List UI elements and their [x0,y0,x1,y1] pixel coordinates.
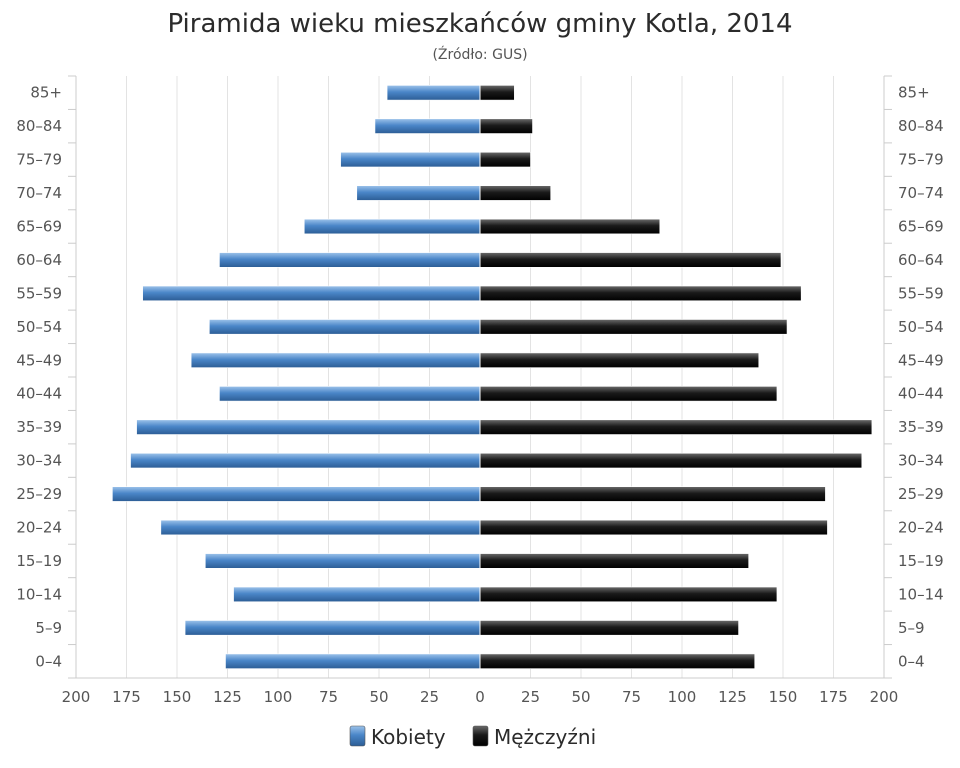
category-label-left: 30–34 [16,452,62,470]
category-label-left: 25–29 [16,485,62,503]
x-tick-label: 125 [718,688,747,706]
legend-swatch [349,725,366,747]
category-label-right: 15–19 [898,552,944,570]
bar-kobiety [225,653,481,669]
x-tick-label: 100 [668,688,697,706]
bar-kobiety [219,386,481,402]
x-tick-label: 200 [62,688,91,706]
category-label-right: 85+ [898,84,930,102]
bar-mezczyzni [479,620,739,636]
category-label-right: 40–44 [898,385,944,403]
x-tick-label: 175 [112,688,141,706]
bar-kobiety [160,519,481,536]
x-tick-label: 150 [769,688,798,706]
category-label-right: 80–84 [898,117,944,135]
category-label-left: 55–59 [16,284,62,302]
legend-label: Kobiety [371,725,446,749]
bar-mezczyzni [479,252,782,268]
category-label-left: 75–79 [16,151,62,169]
bar-kobiety [112,486,481,502]
category-label-right: 35–39 [898,418,944,436]
bar-mezczyzni [479,419,873,435]
category-label-left: 20–24 [16,519,62,537]
category-label-left: 85+ [30,84,62,102]
x-tick-label: 125 [213,688,242,706]
category-label-right: 65–69 [898,218,944,236]
x-tick-label: 200 [870,688,899,706]
bar-mezczyzni [479,486,826,502]
bar-mezczyzni [479,653,756,669]
category-label-right: 55–59 [898,284,944,302]
bar-kobiety [204,553,481,569]
x-tick-label: 50 [369,688,388,706]
bar-kobiety [219,252,481,268]
bar-mezczyzni [479,452,863,469]
category-label-left: 50–54 [16,318,62,336]
category-label-right: 10–14 [898,585,944,603]
x-tick-label: 75 [622,688,641,706]
category-label-right: 25–29 [898,485,944,503]
axis-layer: 200 175 150 125 100 75 50 25 0 25 50 75 100 125 150 175… [16,75,944,706]
x-tick-label: 75 [319,688,338,706]
bar-kobiety [142,285,481,302]
bar-mezczyzni [479,151,531,168]
x-tick-label: 25 [521,688,540,706]
category-label-left: 10–14 [16,585,62,603]
category-label-left: 60–64 [16,251,62,269]
x-tick-label: 0 [475,688,485,706]
bar-mezczyzni [479,553,749,569]
bars-layer [112,76,873,678]
x-tick-label: 150 [163,688,192,706]
bar-mezczyzni [479,386,778,402]
category-label-left: 35–39 [16,418,62,436]
x-tick-label: 100 [264,688,293,706]
bar-mezczyzni [479,118,533,134]
bar-kobiety [190,352,481,368]
x-tick-label: 175 [819,688,848,706]
legend-label: Mężczyźni [494,725,596,749]
chart-title: Piramida wieku mieszkańców gminy Kotla, … [167,9,792,39]
bar-mezczyzni [479,319,788,335]
category-label-right: 75–79 [898,151,944,169]
bar-mezczyzni [479,586,778,603]
bar-kobiety [233,586,481,603]
category-label-right: 0–4 [898,652,925,670]
category-label-right: 45–49 [898,351,944,369]
bar-kobiety [386,85,481,101]
category-label-right: 30–34 [898,452,944,470]
bar-mezczyzni [479,185,551,201]
bar-kobiety [136,419,481,435]
bar-kobiety [340,151,481,168]
legend: Kobiety Mężczyźni [349,725,596,749]
category-label-right: 20–24 [898,519,944,537]
category-label-left: 45–49 [16,351,62,369]
bar-kobiety [130,452,481,469]
category-label-left: 0–4 [35,652,62,670]
bar-mezczyzni [479,218,661,235]
category-label-left: 70–74 [16,184,62,202]
x-tick-label: 50 [571,688,590,706]
category-label-right: 70–74 [898,184,944,202]
legend-swatch [472,725,489,747]
x-tick-label: 25 [420,688,439,706]
chart-subtitle: (Źródło: GUS) [432,45,527,63]
bar-kobiety [303,218,481,235]
category-label-right: 50–54 [898,318,944,336]
category-label-left: 65–69 [16,218,62,236]
category-label-left: 15–19 [16,552,62,570]
bar-kobiety [209,319,481,335]
category-label-right: 5–9 [898,619,925,637]
bar-kobiety [374,118,481,134]
bar-mezczyzni [479,85,515,101]
category-label-left: 5–9 [35,619,62,637]
bar-mezczyzni [479,352,760,368]
bar-mezczyzni [479,285,802,302]
bar-kobiety [184,620,481,636]
category-label-left: 80–84 [16,117,62,135]
category-label-left: 40–44 [16,385,62,403]
category-label-right: 60–64 [898,251,944,269]
bar-mezczyzni [479,519,828,536]
bar-kobiety [356,185,481,201]
